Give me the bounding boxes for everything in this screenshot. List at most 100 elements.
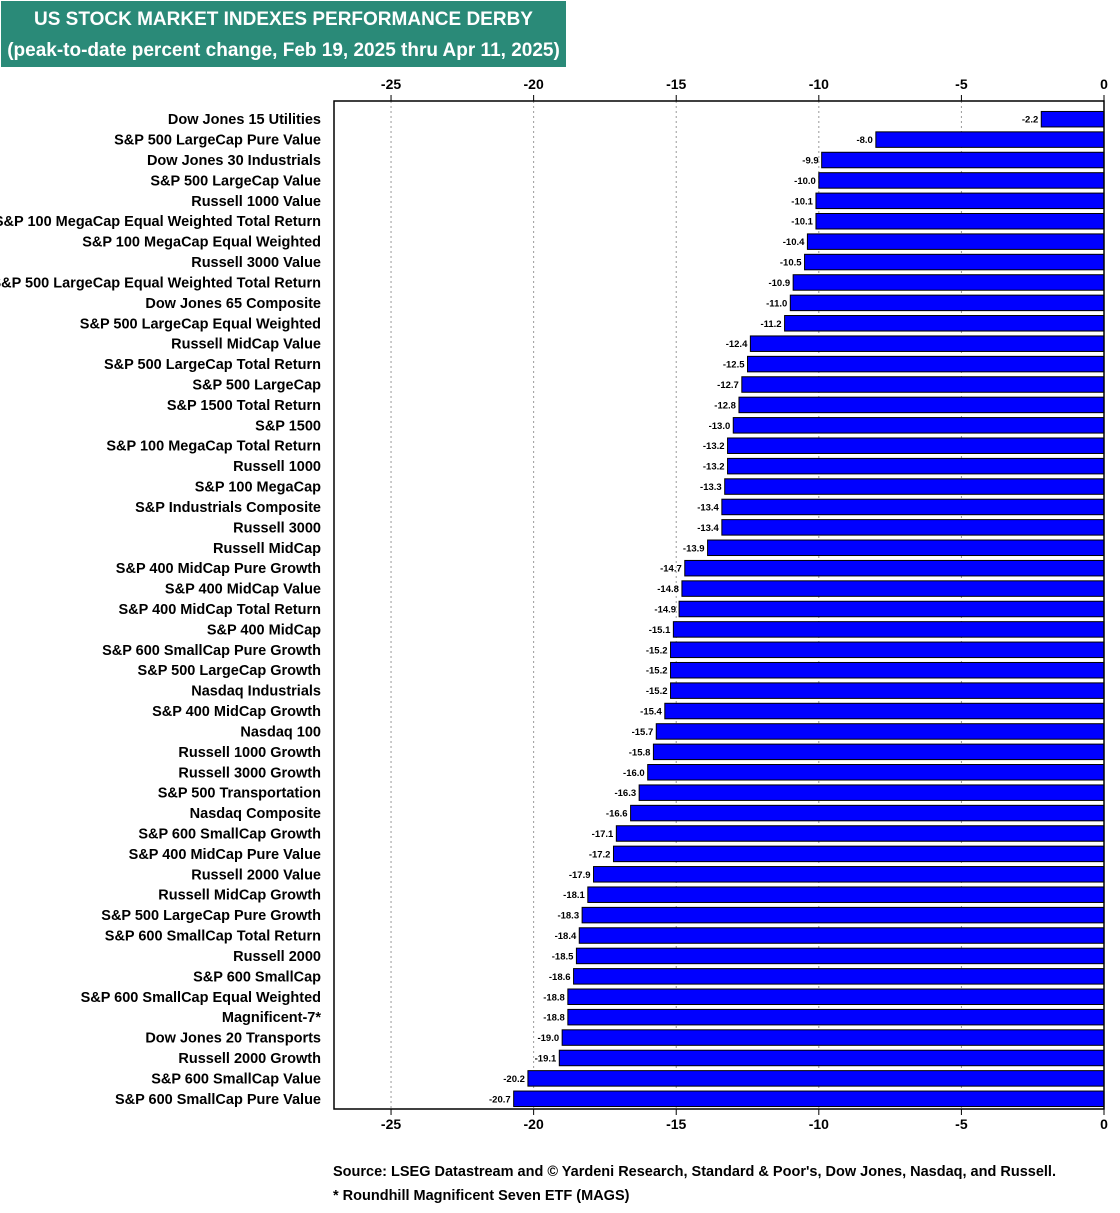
category-label: Russell 2000 Value (191, 867, 321, 883)
chart-title-box: US STOCK MARKET INDEXES PERFORMANCE DERB… (1, 1, 566, 67)
value-label: -13.2 (703, 462, 725, 473)
category-label: Russell 3000 Value (191, 255, 321, 271)
value-label: -13.0 (709, 421, 731, 432)
value-label: -15.1 (649, 625, 671, 636)
bar (558, 1049, 1105, 1067)
category-label: Russell 1000 (233, 459, 321, 475)
value-label: -16.0 (623, 768, 645, 779)
value-label: -10.1 (791, 196, 813, 207)
bar (741, 376, 1105, 393)
value-label: -15.8 (629, 747, 651, 758)
bar (792, 274, 1105, 291)
category-label: S&P 500 LargeCap Pure Value (114, 133, 321, 149)
tick-label-bottom: 0 (1100, 1116, 1108, 1132)
value-label: -10.0 (794, 176, 816, 187)
category-label: Russell MidCap Growth (158, 888, 321, 904)
bars (513, 110, 1105, 1108)
bar (707, 539, 1105, 557)
bar (738, 396, 1105, 414)
value-label: -14.7 (660, 564, 682, 575)
value-label: -13.3 (700, 482, 722, 493)
bar (721, 519, 1105, 536)
bar (875, 131, 1105, 148)
bar (593, 866, 1105, 883)
bar (727, 457, 1105, 475)
value-label: -9.9 (802, 156, 818, 167)
bar (1040, 110, 1105, 128)
category-label: S&P 600 SmallCap Pure Growth (102, 643, 321, 659)
category-label: S&P 1500 (255, 418, 321, 434)
tick-label-top: -25 (381, 76, 401, 92)
tick-label-bottom: -5 (955, 1116, 968, 1132)
value-label: -19.0 (537, 1033, 559, 1044)
bar (678, 600, 1105, 618)
category-label: Nasdaq Industrials (191, 684, 321, 700)
category-label: S&P 600 SmallCap Equal Weighted (81, 990, 321, 1006)
category-label: Russell 2000 Growth (178, 1051, 321, 1067)
value-label: -12.5 (723, 360, 745, 371)
bar (647, 764, 1105, 781)
bar (672, 621, 1105, 638)
category-label: S&P 100 MegaCap Total Return (106, 439, 321, 455)
category-label: S&P 600 SmallCap Total Return (105, 929, 321, 945)
value-label: -2.2 (1022, 115, 1038, 126)
value-label: -16.6 (606, 809, 628, 820)
category-label: Russell MidCap (213, 541, 321, 557)
category-label: Russell 1000 Value (191, 194, 321, 210)
value-label: -12.7 (717, 380, 739, 391)
value-label: -14.9 (654, 605, 676, 616)
category-label: Dow Jones 20 Transports (145, 1031, 321, 1047)
value-label: -10.4 (783, 237, 805, 248)
value-label: -17.1 (592, 829, 614, 840)
bar (630, 804, 1105, 822)
value-label: -15.2 (646, 686, 668, 697)
bar (561, 1029, 1105, 1046)
category-label: S&P 100 MegaCap Equal Weighted Total Ret… (0, 214, 321, 230)
bar (815, 212, 1105, 230)
bar (670, 661, 1105, 679)
bar (573, 968, 1105, 985)
value-label: -13.4 (697, 502, 719, 513)
value-label: -16.3 (614, 788, 636, 799)
bar (652, 743, 1105, 761)
category-label: S&P 500 LargeCap Pure Growth (101, 908, 321, 924)
bar (815, 192, 1105, 210)
bar (804, 253, 1105, 271)
bar (581, 906, 1105, 924)
category-label: S&P 600 SmallCap (193, 969, 321, 985)
category-label: S&P 400 MidCap (207, 622, 321, 638)
chart-title: US STOCK MARKET INDEXES PERFORMANCE DERB… (34, 9, 533, 30)
value-label: -10.9 (768, 278, 790, 289)
value-label: -18.1 (563, 890, 585, 901)
value-label: -12.4 (726, 339, 748, 350)
category-label: Russell 2000 (233, 949, 321, 965)
bar (789, 294, 1105, 312)
value-label: -18.8 (543, 1013, 565, 1024)
value-labels: -2.2 -8.0 -9.9 -10.0 -10.1 -10.1 -10.4 -10.5 -10… (489, 115, 1038, 1106)
bar (567, 988, 1105, 1006)
category-label: Nasdaq 100 (240, 724, 321, 740)
category-label: Russell 3000 Growth (178, 765, 321, 781)
category-label: S&P 400 MidCap Total Return (119, 602, 322, 618)
value-label: -13.2 (703, 441, 725, 452)
value-label: -10.1 (791, 217, 813, 228)
category-label: S&P Industrials Composite (135, 500, 321, 516)
value-label: -11.2 (760, 319, 781, 330)
bar (655, 723, 1105, 740)
category-label: S&P 500 Transportation (158, 786, 321, 802)
bar (578, 927, 1105, 944)
value-label: -15.2 (646, 645, 668, 656)
category-label: Magnificent-7* (222, 1010, 321, 1026)
category-label: Dow Jones 15 Utilities (168, 112, 321, 128)
bar (681, 580, 1105, 597)
bar (784, 315, 1105, 332)
value-label: -11.0 (766, 298, 787, 309)
chart-subtitle: (peak-to-date percent change, Feb 19, 20… (7, 40, 560, 61)
bar (721, 498, 1105, 516)
bar-chart: Dow Jones 15 Utilities S&P 500 LargeCap P… (0, 76, 1108, 1132)
category-label: Nasdaq Composite (190, 806, 321, 822)
category-label: S&P 400 MidCap Growth (152, 704, 321, 720)
plot-frame (333, 100, 1105, 1110)
bar (724, 478, 1105, 495)
bar (727, 437, 1105, 454)
